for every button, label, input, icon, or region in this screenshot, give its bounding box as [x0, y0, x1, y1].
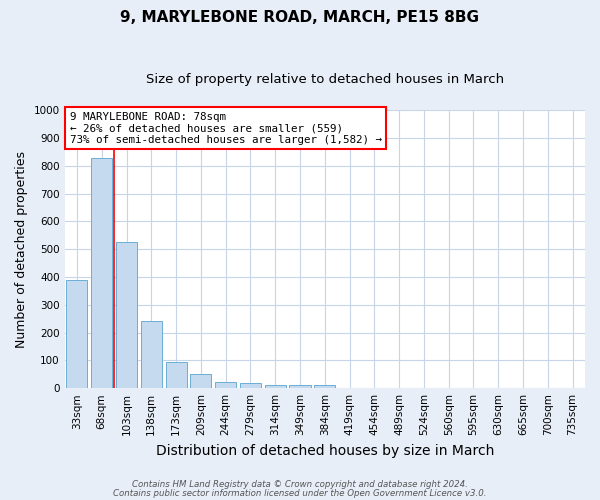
Text: Contains HM Land Registry data © Crown copyright and database right 2024.: Contains HM Land Registry data © Crown c… — [132, 480, 468, 489]
Bar — [190, 374, 211, 388]
Bar — [215, 382, 236, 388]
Text: Contains public sector information licensed under the Open Government Licence v3: Contains public sector information licen… — [113, 488, 487, 498]
Bar — [67, 280, 88, 388]
Bar — [91, 158, 112, 388]
Text: 9, MARYLEBONE ROAD, MARCH, PE15 8BG: 9, MARYLEBONE ROAD, MARCH, PE15 8BG — [121, 10, 479, 25]
Bar — [265, 384, 286, 388]
Bar — [166, 362, 187, 388]
X-axis label: Distribution of detached houses by size in March: Distribution of detached houses by size … — [155, 444, 494, 458]
Title: Size of property relative to detached houses in March: Size of property relative to detached ho… — [146, 72, 504, 86]
Bar — [314, 386, 335, 388]
Bar — [141, 320, 162, 388]
Text: 9 MARYLEBONE ROAD: 78sqm
← 26% of detached houses are smaller (559)
73% of semi-: 9 MARYLEBONE ROAD: 78sqm ← 26% of detach… — [70, 112, 382, 145]
Bar — [240, 383, 261, 388]
Bar — [116, 242, 137, 388]
Y-axis label: Number of detached properties: Number of detached properties — [15, 150, 28, 348]
Bar — [289, 386, 311, 388]
